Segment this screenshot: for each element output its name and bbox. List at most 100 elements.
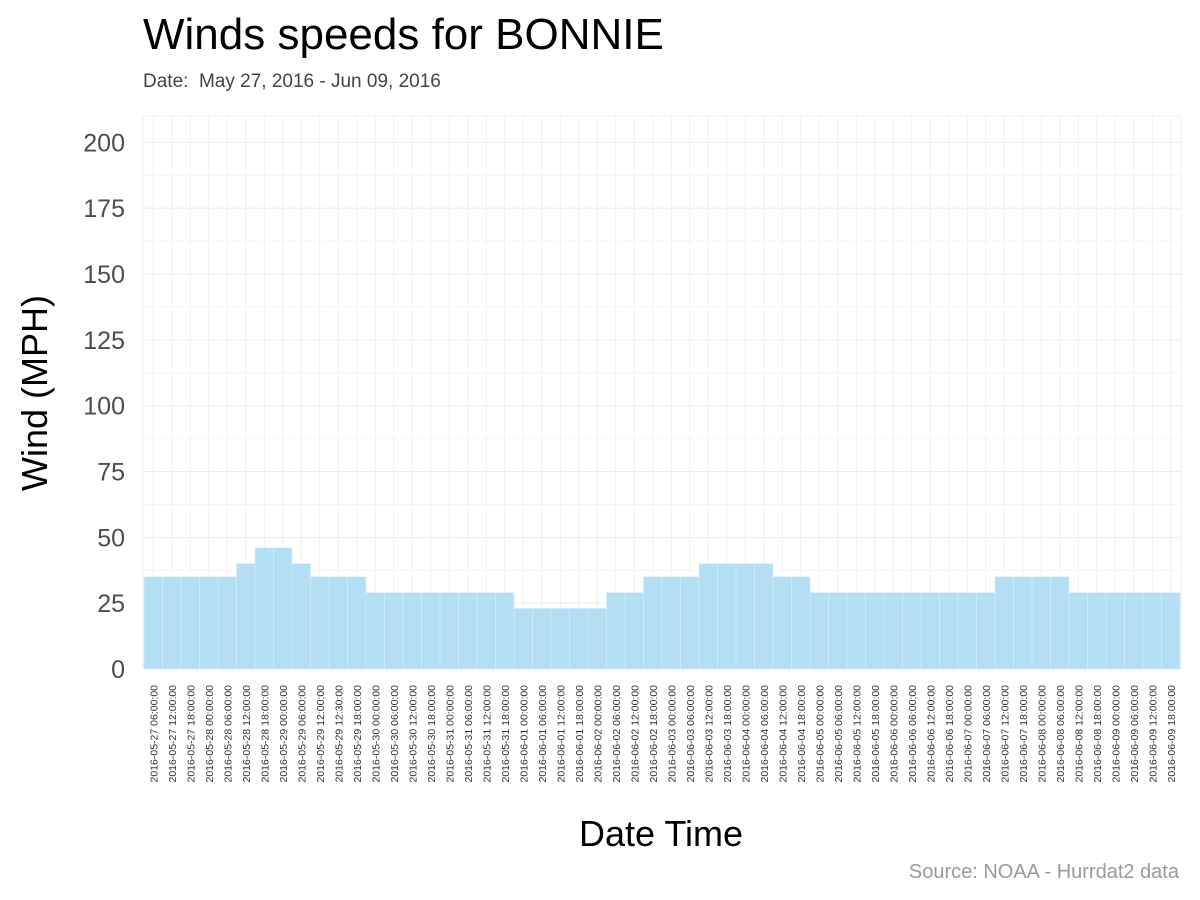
x-tick-label: 2016-05-30 12:00:00 — [407, 685, 419, 783]
bar — [902, 592, 922, 670]
x-tick-label: 2016-05-27 18:00:00 — [185, 685, 197, 783]
y-tick-label: 200 — [83, 129, 125, 157]
x-tick-label: 2016-06-05 00:00:00 — [814, 685, 826, 783]
bar — [180, 576, 200, 670]
bar — [865, 592, 885, 670]
bar — [1068, 592, 1088, 670]
bar — [402, 592, 422, 670]
chart-title: Winds speeds for BONNIE — [143, 10, 664, 59]
x-tick-label: 2016-06-03 12:00:00 — [703, 685, 715, 783]
x-tick-label: 2016-06-08 18:00:00 — [1092, 685, 1104, 783]
x-tick-label: 2016-06-08 00:00:00 — [1036, 685, 1048, 783]
bar — [994, 576, 1014, 670]
bar — [846, 592, 866, 670]
bar — [217, 576, 237, 670]
x-tick-label: 2016-06-02 00:00:00 — [592, 685, 604, 783]
bar — [680, 576, 700, 670]
x-tick-label: 2016-05-31 18:00:00 — [500, 685, 512, 783]
x-tick-label: 2016-06-04 00:00:00 — [740, 685, 752, 783]
y-tick-label: 125 — [83, 327, 125, 355]
x-tick-label: 2016-06-09 00:00:00 — [1110, 685, 1122, 783]
bar — [939, 592, 959, 670]
x-tick-label: 2016-05-28 00:00:00 — [204, 685, 216, 783]
x-tick-label: 2016-05-29 18:00:00 — [352, 685, 364, 783]
x-tick-label: 2016-06-01 00:00:00 — [518, 685, 530, 783]
bar — [1050, 576, 1070, 670]
x-tick-label: 2016-05-29 06:00:00 — [296, 685, 308, 783]
x-axis-ticks: 2016-05-27 06:00:00 2016-05-27 12:00:00 20… — [148, 685, 1178, 783]
bar — [957, 592, 977, 670]
bar — [698, 563, 718, 670]
bar — [513, 608, 533, 670]
bar — [920, 592, 940, 670]
y-tick-label: 100 — [83, 393, 125, 421]
bar — [199, 576, 219, 670]
bar — [328, 576, 348, 670]
bar — [384, 592, 404, 670]
bar — [550, 608, 570, 670]
bar — [458, 592, 478, 670]
bar — [421, 592, 441, 670]
bar — [532, 608, 552, 670]
bar — [1161, 592, 1181, 670]
x-tick-label: 2016-05-29 12:30:00 — [333, 685, 345, 783]
x-tick-label: 2016-06-03 18:00:00 — [722, 685, 734, 783]
x-tick-label: 2016-06-06 18:00:00 — [944, 685, 956, 783]
y-tick-label: 150 — [83, 261, 125, 289]
bar — [273, 547, 293, 670]
x-tick-label: 2016-06-08 06:00:00 — [1055, 685, 1067, 783]
bar — [754, 563, 774, 670]
bar — [143, 576, 163, 670]
bar — [624, 592, 644, 670]
bar — [606, 592, 626, 670]
x-tick-label: 2016-06-04 18:00:00 — [796, 685, 808, 783]
x-tick-label: 2016-05-30 06:00:00 — [389, 685, 401, 783]
x-tick-label: 2016-06-07 06:00:00 — [981, 685, 993, 783]
bar — [347, 576, 367, 670]
x-tick-label: 2016-05-27 12:00:00 — [167, 685, 179, 783]
bar — [791, 576, 811, 670]
x-tick-label: 2016-06-03 06:00:00 — [685, 685, 697, 783]
x-tick-label: 2016-06-04 06:00:00 — [759, 685, 771, 783]
bar — [1105, 592, 1125, 670]
bar — [587, 608, 607, 670]
bar — [1124, 592, 1144, 670]
bar — [1087, 592, 1107, 670]
y-tick-label: 175 — [83, 195, 125, 223]
y-axis-title: Wind (MPH) — [14, 295, 55, 491]
x-tick-label: 2016-05-27 06:00:00 — [148, 685, 160, 783]
bar — [569, 608, 589, 670]
x-tick-label: 2016-06-05 06:00:00 — [833, 685, 845, 783]
x-tick-label: 2016-06-02 12:00:00 — [629, 685, 641, 783]
chart-subtitle: Date: May 27, 2016 - Jun 09, 2016 — [143, 71, 441, 92]
x-tick-label: 2016-05-30 18:00:00 — [426, 685, 438, 783]
x-tick-label: 2016-05-29 00:00:00 — [278, 685, 290, 783]
bar — [643, 576, 663, 670]
y-tick-label: 0 — [111, 656, 125, 684]
x-tick-label: 2016-06-01 06:00:00 — [537, 685, 549, 783]
bar — [495, 592, 515, 670]
x-tick-label: 2016-06-05 12:00:00 — [851, 685, 863, 783]
bar — [661, 576, 681, 670]
x-tick-label: 2016-06-02 06:00:00 — [611, 685, 623, 783]
x-tick-label: 2016-06-09 18:00:00 — [1166, 685, 1178, 783]
y-tick-label: 75 — [97, 459, 125, 487]
x-tick-label: 2016-06-08 12:00:00 — [1073, 685, 1085, 783]
x-tick-label: 2016-05-28 12:00:00 — [241, 685, 253, 783]
y-axis-ticks: 0 25 50 75 100 125 150 175 200 — [83, 129, 125, 684]
bar — [291, 563, 311, 670]
x-tick-label: 2016-06-01 18:00:00 — [574, 685, 586, 783]
bar — [439, 592, 459, 670]
bar — [254, 547, 274, 670]
bar — [735, 563, 755, 670]
bar-series — [143, 547, 1181, 670]
bar — [1142, 592, 1162, 670]
bar — [809, 592, 829, 670]
x-tick-label: 2016-06-07 18:00:00 — [1018, 685, 1030, 783]
x-tick-label: 2016-05-28 18:00:00 — [259, 685, 271, 783]
bar — [310, 576, 330, 670]
x-tick-label: 2016-05-28 06:00:00 — [222, 685, 234, 783]
bar — [883, 592, 903, 670]
bar — [976, 592, 996, 670]
bar — [162, 576, 182, 670]
